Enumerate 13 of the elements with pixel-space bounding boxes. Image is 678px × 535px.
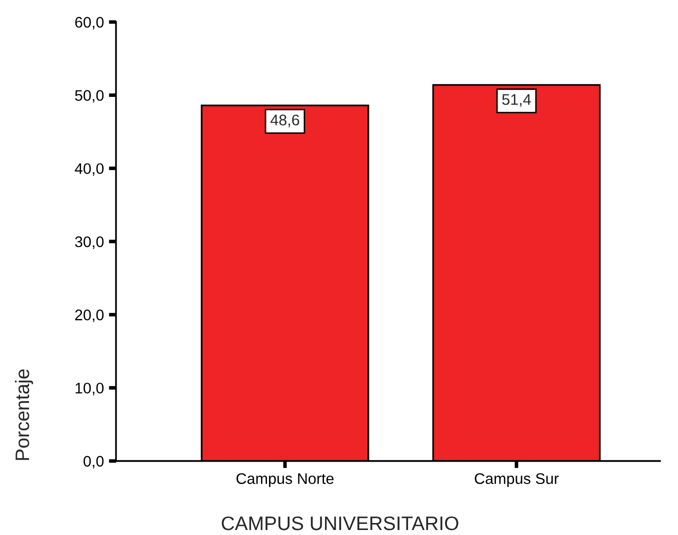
x-tick-label: Campus Sur <box>474 473 559 488</box>
x-tick-label: Campus Norte <box>236 473 334 488</box>
y-tick-label: 60,0 <box>75 16 104 30</box>
y-tick-label: 20,0 <box>75 310 104 322</box>
y-tick-label: 0,0 <box>84 456 104 468</box>
y-tick-label: 40,0 <box>74 163 104 176</box>
y-tick-label: 10,0 <box>76 382 104 396</box>
data-label: 48,6 <box>270 114 300 128</box>
y-axis-title: Porcentaje <box>14 369 34 460</box>
y-tick-label: 50,0 <box>75 90 104 103</box>
x-axis-title: CAMPUS UNIVERSITARIO <box>222 516 458 530</box>
y-tick-label: 30,0 <box>75 236 104 249</box>
data-label: 51,4 <box>502 94 531 107</box>
